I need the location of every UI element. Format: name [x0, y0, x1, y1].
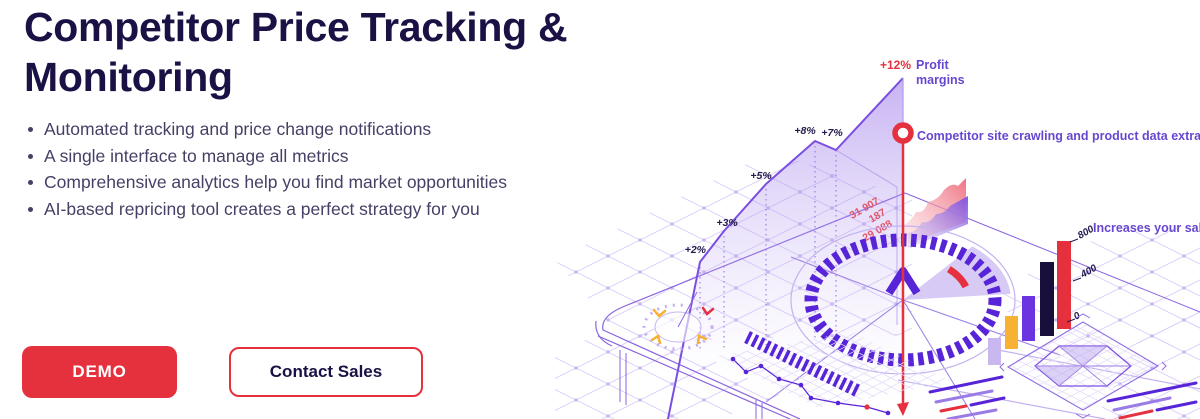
growth-percent-labels: +2% +3% +5% +8% +7%: [685, 125, 844, 256]
profit-label-line1: Profit: [916, 58, 949, 72]
progress-lines: [928, 375, 1198, 419]
page-title: Competitor Price Tracking & Monitoring: [24, 4, 568, 100]
dial-chevron-yellow-icon: [696, 334, 708, 345]
growth-label: +2%: [685, 244, 707, 256]
profit-label-line2: margins: [916, 73, 965, 87]
growth-label: +3%: [716, 217, 738, 229]
tracker-marker-icon: [892, 122, 914, 144]
dial-chevron-red-icon: [701, 306, 715, 316]
feature-item: AI-based repricing tool creates a perfec…: [26, 196, 507, 223]
tracker-arrow: [897, 402, 909, 416]
demo-button[interactable]: DEMO: [22, 346, 177, 398]
line-chart: [718, 332, 952, 416]
profit-annotation: +12% Profit margins: [880, 58, 965, 87]
growth-label: +7%: [821, 127, 843, 139]
cta-button-row: DEMO Contact Sales: [22, 346, 423, 398]
growth-label: +5%: [750, 170, 772, 182]
line-chart-highlight-point: [864, 404, 870, 410]
crawl-annotation-label: Competitor site crawling and product dat…: [917, 129, 1200, 143]
feature-item: A single interface to manage all metrics: [26, 143, 507, 170]
bar-navy: [1040, 262, 1054, 336]
profit-pct-label: +12%: [880, 58, 911, 72]
dial-chevron-yellow-icon: [652, 308, 667, 318]
bar-red: [1057, 241, 1071, 329]
radar-panel: [999, 313, 1167, 419]
mini-dial: [642, 291, 715, 351]
bar-purple: [1022, 296, 1035, 341]
growth-label: +8%: [794, 125, 816, 137]
feature-item: Automated tracking and price change noti…: [26, 116, 507, 143]
feature-list: Automated tracking and price change noti…: [26, 116, 507, 222]
dial-chevron-yellow-icon: [650, 334, 662, 345]
contact-sales-button[interactable]: Contact Sales: [229, 347, 423, 397]
bar-lavender: [988, 338, 1001, 365]
bar-axis-label: 0: [1072, 310, 1083, 323]
sales-annotation-label: Increases your sales: [1093, 221, 1200, 235]
bar-yellow: [1005, 316, 1018, 349]
feature-item: Comprehensive analytics help you find ma…: [26, 169, 507, 196]
